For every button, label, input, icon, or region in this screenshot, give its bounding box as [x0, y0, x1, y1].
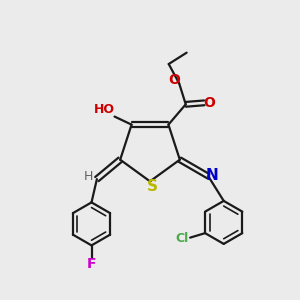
Text: Cl: Cl [175, 232, 188, 245]
Text: N: N [206, 168, 219, 183]
Text: HO: HO [94, 103, 115, 116]
Text: S: S [147, 179, 158, 194]
Text: H: H [84, 170, 93, 183]
Text: F: F [87, 257, 96, 271]
Text: O: O [168, 74, 180, 87]
Text: O: O [204, 96, 216, 110]
